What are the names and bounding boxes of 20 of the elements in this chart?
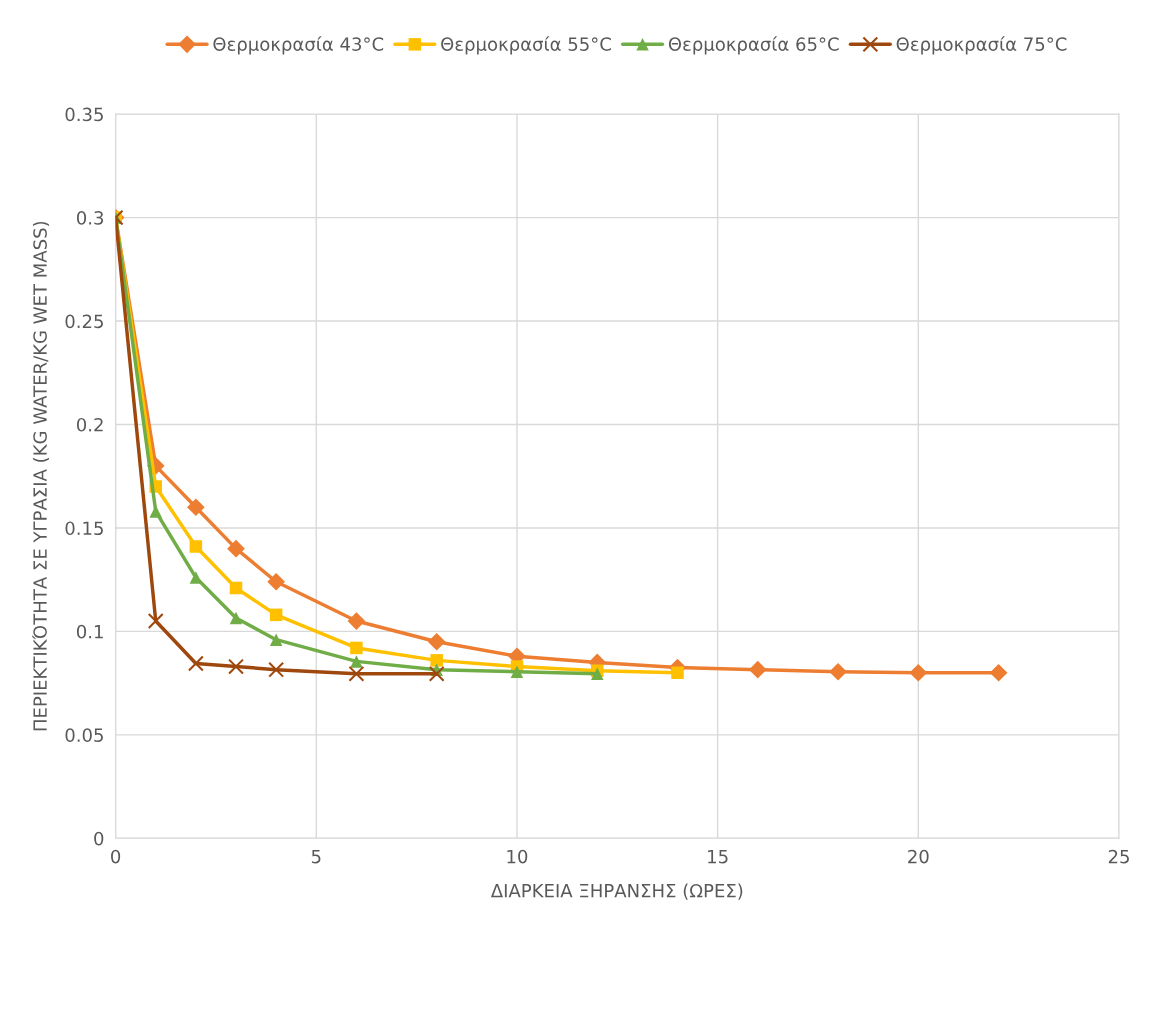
- y-tick-label: 0.1: [76, 624, 103, 639]
- y-tick-label: 0.35: [65, 107, 103, 122]
- x-tick-label: 15: [708, 849, 728, 864]
- legend-label: Θερμοκρασία 43°C: [213, 36, 384, 55]
- x-tick-label: 0: [111, 849, 121, 864]
- legend-label: Θερμοκρασία 55°C: [441, 36, 611, 55]
- y-tick-label: 0.15: [65, 521, 103, 536]
- x-axis-title: ΔΙΑΡΚΕΙΑ ΞΗΡΑΝΣΗΣ (ΩΡΕΣ): [490, 883, 743, 900]
- y-axis-title: ΠΕΡΙΕΚΤΙΚΌΤΗΤΑ ΣΕ ΥΓΡΑΣΙΑ (KG WATER/KG WET MASS): [32, 221, 50, 731]
- y-tick-label: 0.25: [65, 314, 103, 329]
- x-tick-label: 5: [311, 849, 321, 864]
- x-tick-label: 20: [908, 849, 929, 864]
- y-tick-label: 0.05: [65, 728, 103, 742]
- legend-label: Θερμοκρασία 65°C: [668, 36, 839, 55]
- y-tick-label: 0.2: [76, 417, 103, 432]
- legend-label: Θερμοκρασία 75°C: [896, 36, 1067, 55]
- y-tick-label: 0.3: [76, 211, 104, 225]
- y-tick-label: 0: [94, 831, 104, 846]
- x-tick-label: 25: [1108, 849, 1129, 864]
- x-tick-label: 10: [507, 849, 528, 864]
